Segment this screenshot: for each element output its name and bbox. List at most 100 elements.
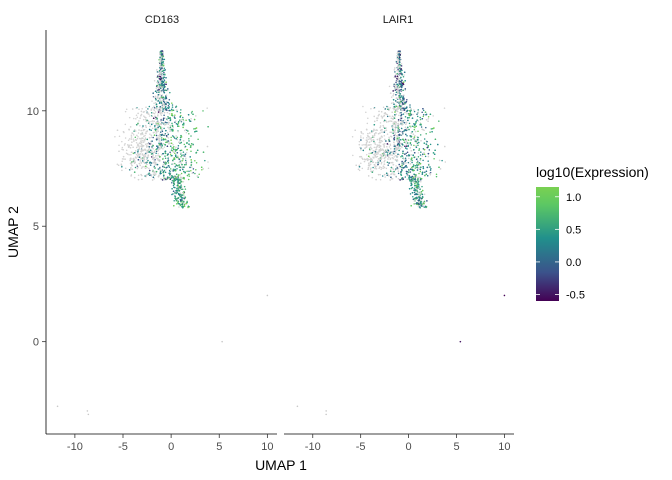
cell-point — [392, 132, 394, 135]
cell-point — [160, 153, 163, 156]
cell-point — [365, 146, 367, 148]
cell-point — [383, 134, 386, 137]
cell-point — [390, 120, 393, 122]
cell-point — [167, 101, 170, 104]
cell-point — [375, 161, 377, 164]
cell-point — [392, 90, 394, 92]
cell-point — [182, 155, 185, 158]
cell-point — [194, 172, 196, 175]
cell-point — [153, 173, 156, 176]
cell-point — [134, 152, 136, 154]
cell-point — [155, 131, 158, 134]
cell-point — [176, 110, 178, 113]
cell-point — [382, 124, 384, 127]
cell-point — [202, 110, 204, 112]
cell-point — [399, 147, 402, 150]
cell-point — [396, 87, 398, 90]
cell-point — [160, 102, 163, 104]
cell-point — [188, 138, 190, 140]
cell-point — [159, 56, 161, 59]
cell-point — [153, 120, 155, 122]
cell-point — [161, 96, 163, 99]
cell-point — [183, 163, 186, 166]
cell-point — [417, 144, 419, 147]
cell-point — [188, 140, 190, 142]
cell-point — [416, 113, 418, 115]
cell-point — [374, 149, 377, 151]
cell-point — [173, 176, 176, 178]
cell-point — [190, 159, 192, 161]
cell-point — [183, 203, 186, 206]
cell-point — [165, 76, 167, 79]
cell-point — [144, 118, 147, 121]
cell-point — [158, 77, 161, 80]
cell-point — [183, 195, 185, 197]
cell-point — [398, 96, 401, 99]
cell-point — [401, 101, 404, 104]
cell-point — [402, 81, 405, 83]
x-tick-label: 0 — [406, 441, 412, 453]
cell-point — [182, 123, 184, 126]
cell-point — [380, 161, 383, 164]
cell-point — [397, 120, 400, 123]
cell-point — [174, 152, 176, 154]
cell-point — [183, 176, 185, 179]
cell-point — [375, 178, 377, 181]
cell-point — [181, 194, 184, 196]
cell-point — [414, 130, 417, 133]
cell-point — [162, 108, 164, 111]
cell-point — [382, 155, 384, 158]
cell-point — [411, 183, 413, 185]
cell-point — [399, 73, 401, 76]
cell-point — [196, 149, 199, 152]
cell-point — [403, 94, 405, 96]
cell-point — [385, 140, 387, 142]
cell-point — [409, 104, 411, 106]
cell-point — [392, 118, 394, 120]
cell-point — [369, 163, 372, 165]
cell-point — [389, 131, 391, 134]
cell-point — [161, 143, 163, 146]
cell-point — [161, 145, 163, 147]
cell-point — [138, 156, 141, 159]
cell-point — [388, 156, 390, 158]
cell-point — [405, 121, 408, 123]
cell-point — [140, 132, 142, 135]
cell-point — [161, 53, 163, 56]
cell-point — [148, 172, 150, 175]
cell-point — [146, 150, 148, 153]
cell-point — [377, 115, 380, 117]
cell-point — [195, 161, 198, 164]
cell-point — [395, 84, 397, 86]
cell-point — [401, 131, 404, 133]
cell-point — [374, 166, 377, 168]
cell-point — [144, 134, 146, 137]
cell-point — [156, 145, 158, 147]
cell-point — [358, 143, 361, 146]
cell-point — [134, 138, 137, 141]
cell-point — [156, 138, 158, 140]
cell-point — [399, 93, 402, 95]
cell-point — [417, 130, 419, 132]
cell-point — [121, 160, 123, 162]
cell-point — [403, 130, 405, 133]
cell-point — [167, 107, 170, 109]
cell-point — [150, 151, 153, 153]
cell-point — [144, 155, 147, 158]
cell-point — [121, 146, 124, 149]
cell-point — [408, 122, 411, 125]
facet-title-cd163: CD163 — [145, 14, 179, 26]
cell-point — [366, 144, 368, 147]
cell-point — [408, 109, 411, 112]
cell-point — [168, 106, 171, 108]
cell-point — [416, 188, 418, 190]
cell-point — [165, 100, 168, 103]
cell-point — [374, 150, 377, 153]
cell-point — [419, 154, 422, 156]
cell-point — [160, 120, 162, 123]
cell-point — [153, 160, 156, 163]
cell-point — [151, 106, 154, 109]
cell-point — [419, 123, 421, 126]
cell-point — [379, 147, 382, 150]
cell-point — [431, 130, 433, 133]
